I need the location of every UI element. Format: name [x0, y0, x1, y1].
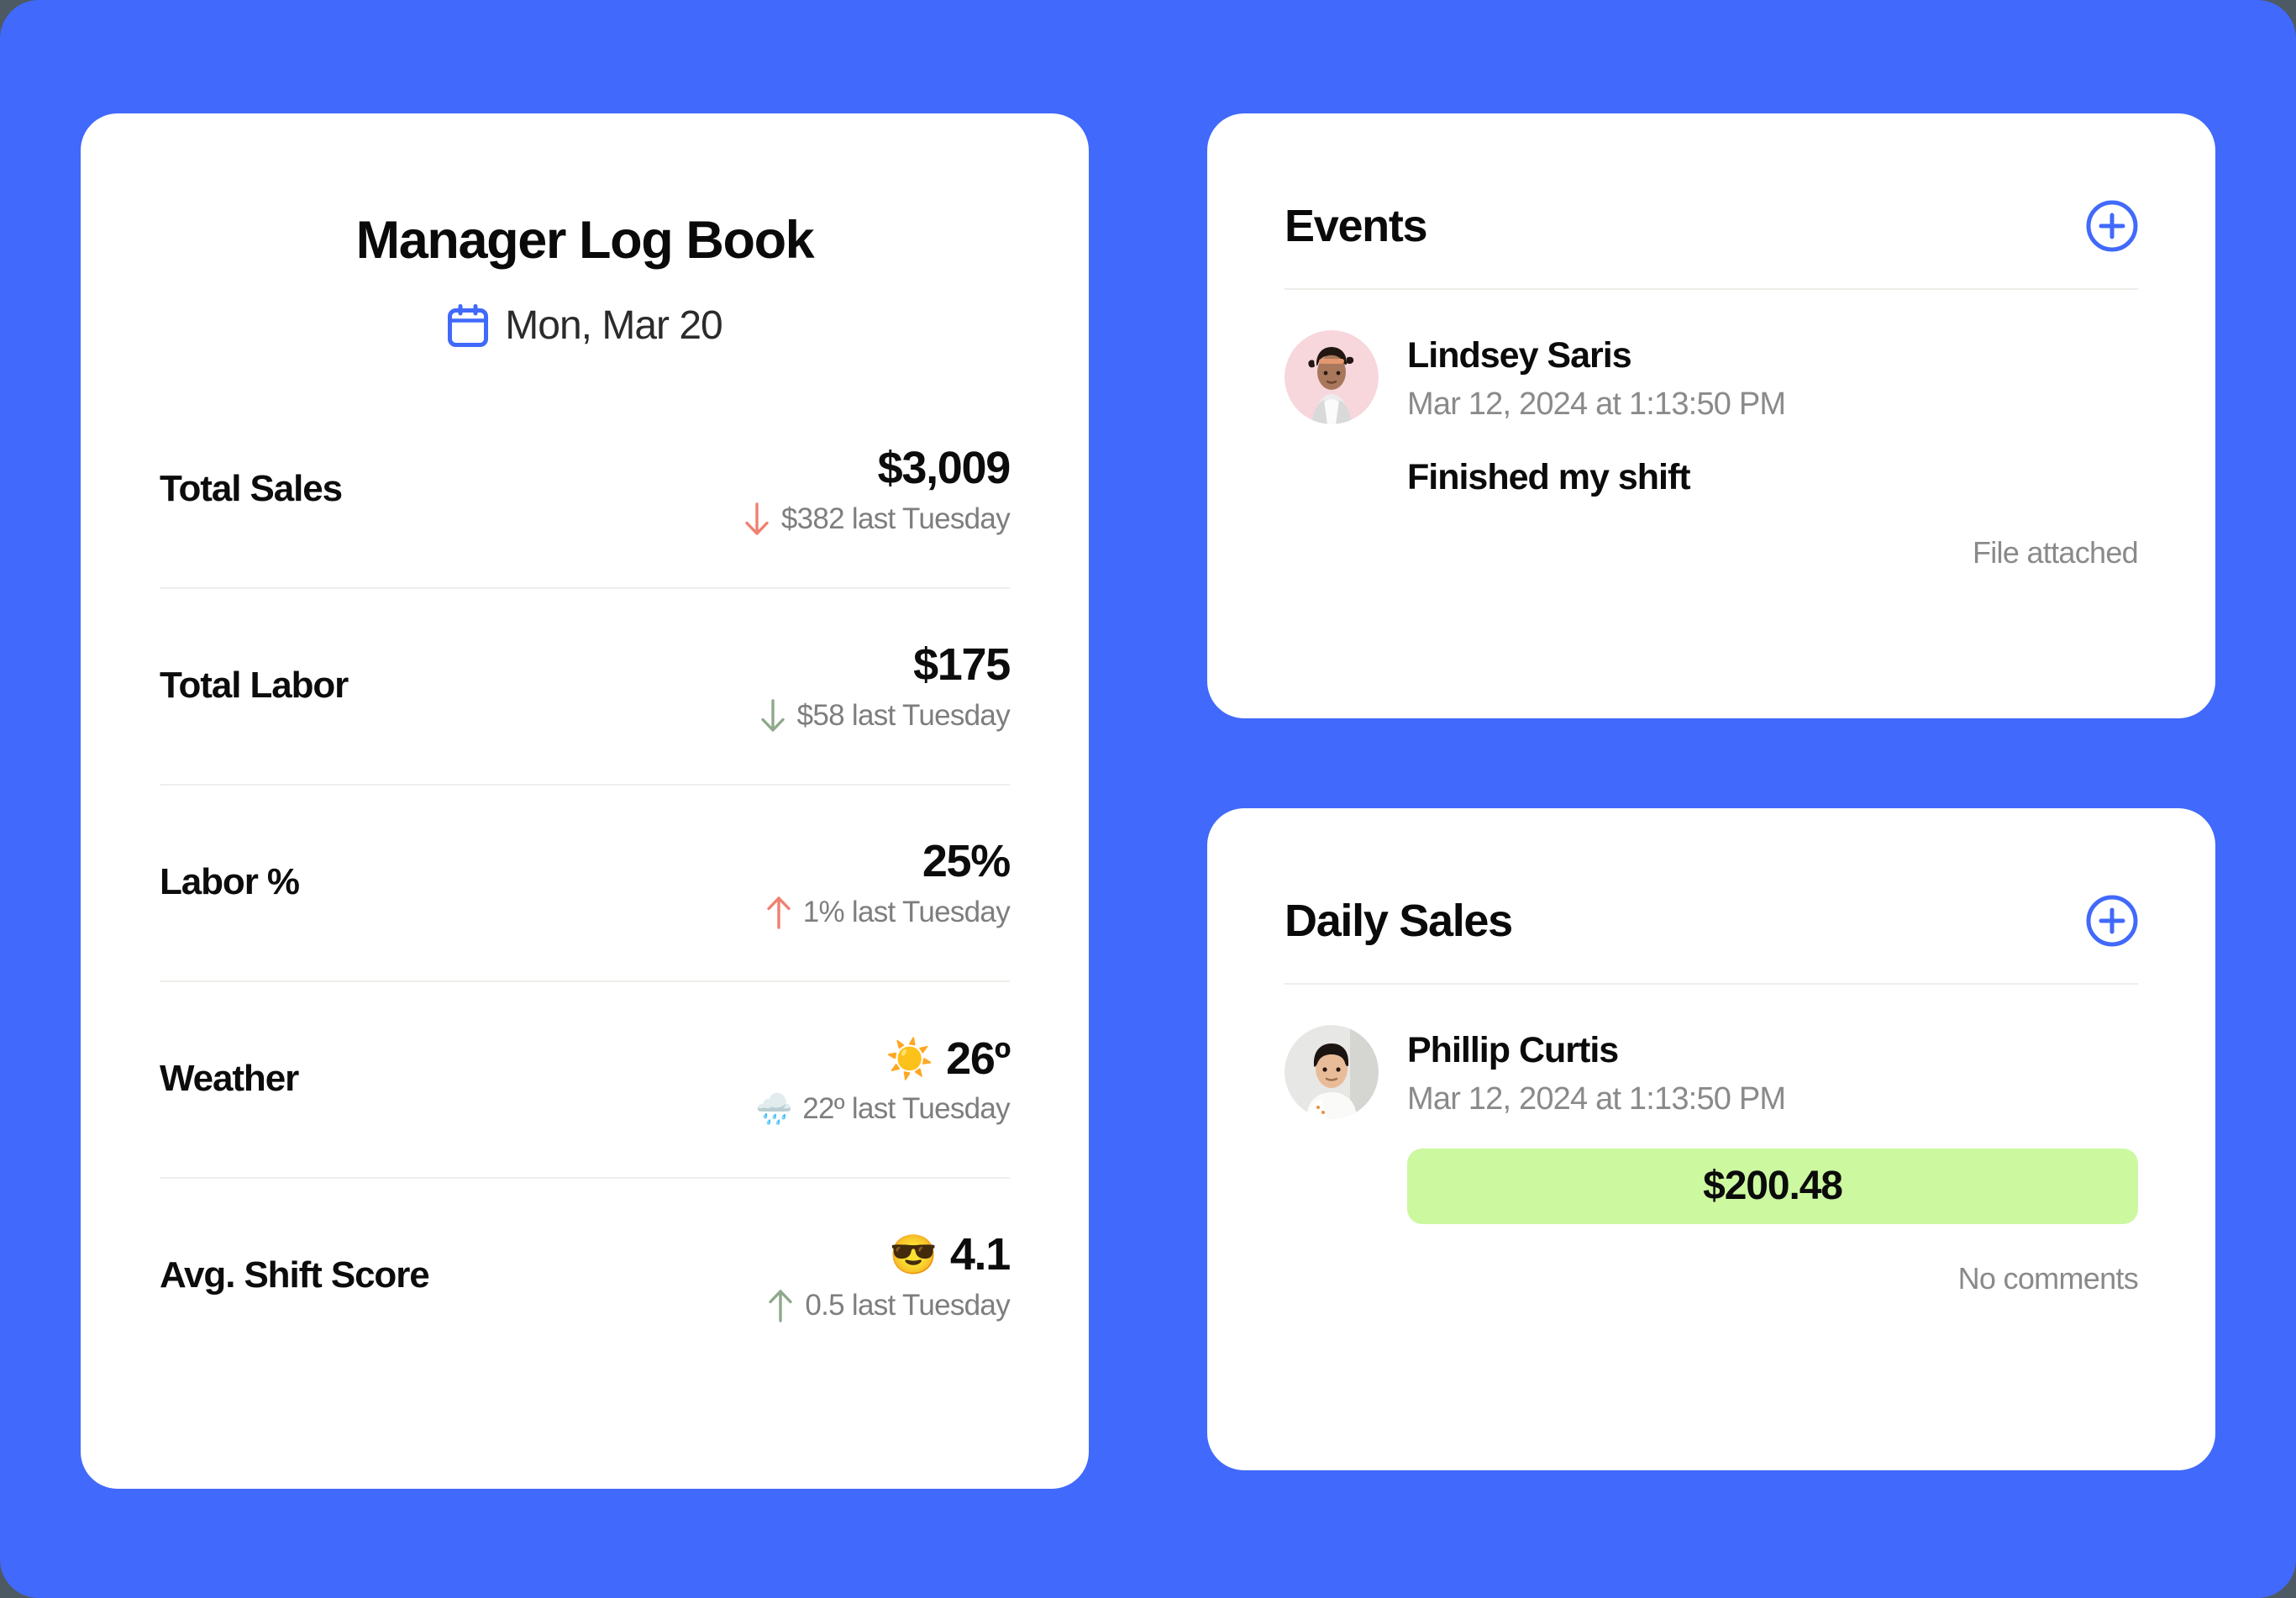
- metrics-list: Total Sales $3,009 $382 last Tuesday Tot…: [81, 391, 1089, 1374]
- event-entry[interactable]: Lindsey Saris Mar 12, 2024 at 1:13:50 PM…: [1285, 330, 2139, 570]
- metric-comparison: 22º last Tuesday: [802, 1091, 1010, 1125]
- event-attachment-status: File attached: [1972, 534, 2139, 570]
- metric-label: Total Sales: [160, 468, 343, 509]
- events-header: Events: [1285, 187, 2138, 265]
- phillip-curtis-avatar: [1285, 1025, 1379, 1119]
- metric-value-row: 25%: [922, 835, 1011, 887]
- metric-values: ☀️ 26º 🌧️ 22º last Tuesday: [755, 1033, 1011, 1126]
- metric-row[interactable]: Avg. Shift Score 😎 4.1 0.5 last Tuesday: [81, 1177, 1089, 1374]
- arrow-down-icon: [759, 698, 787, 733]
- daily-sales-entry[interactable]: Phillip Curtis Mar 12, 2024 at 1:13:50 P…: [1285, 1025, 2139, 1296]
- metric-value: $3,009: [877, 442, 1011, 493]
- sun-icon: ☀️: [885, 1036, 933, 1080]
- daily-sales-comment-status: No comments: [1957, 1260, 2139, 1296]
- metric-comparison: 1% last Tuesday: [802, 895, 1011, 928]
- metric-row[interactable]: Total Sales $3,009 $382 last Tuesday: [81, 391, 1089, 587]
- daily-sales-author: Phillip Curtis: [1407, 1030, 1619, 1070]
- manager-log-book-card: Manager Log Book Mon, Mar 20 Total Sales…: [81, 113, 1089, 1489]
- metric-value: 26º: [946, 1033, 1011, 1084]
- plus-circle-icon[interactable]: [2086, 895, 2138, 947]
- metric-comparison: $58 last Tuesday: [796, 698, 1011, 732]
- metric-value-row: ☀️ 26º: [885, 1033, 1011, 1085]
- entry-meta: Lindsey Saris Mar 12, 2024 at 1:13:50 PM: [1407, 330, 1786, 425]
- metric-comparison-row: 0.5 last Tuesday: [766, 1288, 1011, 1323]
- sunglasses-face-icon: 😎: [889, 1232, 938, 1276]
- metric-comparison-row: 1% last Tuesday: [764, 895, 1011, 930]
- logbook-date: Mon, Mar 20: [505, 303, 722, 348]
- metric-label: Labor %: [160, 861, 300, 902]
- metric-label: Weather: [160, 1058, 299, 1099]
- metric-value-row: $175: [913, 639, 1011, 691]
- events-card: Events: [1207, 113, 2215, 718]
- arrow-down-icon: [743, 502, 771, 537]
- logbook-date-row[interactable]: Mon, Mar 20: [81, 302, 1089, 349]
- metric-comparison-row: $382 last Tuesday: [743, 502, 1011, 537]
- event-author: Lindsey Saris: [1407, 335, 1632, 376]
- status-badge: $200.48: [1407, 1148, 2138, 1224]
- metric-row[interactable]: Weather ☀️ 26º 🌧️ 22º last Tuesday: [81, 980, 1089, 1177]
- metric-value-row: 😎 4.1: [889, 1228, 1011, 1280]
- daily-sales-header: Daily Sales: [1285, 882, 2138, 959]
- events-title: Events: [1285, 201, 1428, 251]
- metric-values: 😎 4.1 0.5 last Tuesday: [766, 1228, 1011, 1323]
- metric-comparison-row: $58 last Tuesday: [759, 698, 1011, 733]
- metric-label: Avg. Shift Score: [160, 1254, 430, 1296]
- metric-label: Total Labor: [160, 665, 349, 706]
- calendar-icon: [447, 303, 489, 348]
- metric-comparison: $382 last Tuesday: [780, 502, 1011, 535]
- metric-row[interactable]: Labor % 25% 1% last Tuesday: [81, 784, 1089, 980]
- arrow-up-icon: [766, 1288, 795, 1323]
- daily-sales-title: Daily Sales: [1285, 896, 1513, 946]
- divider: [1285, 288, 2138, 290]
- metric-values: 25% 1% last Tuesday: [764, 835, 1011, 930]
- metric-value: 25%: [922, 835, 1011, 886]
- daily-sales-timestamp: Mar 12, 2024 at 1:13:50 PM: [1407, 1081, 1786, 1117]
- metric-value-row: $3,009: [877, 442, 1011, 494]
- entry-header: Phillip Curtis Mar 12, 2024 at 1:13:50 P…: [1285, 1025, 2138, 1120]
- event-timestamp: Mar 12, 2024 at 1:13:50 PM: [1407, 386, 1786, 423]
- metric-values: $3,009 $382 last Tuesday: [743, 442, 1011, 537]
- entry-meta: Phillip Curtis Mar 12, 2024 at 1:13:50 P…: [1407, 1025, 1786, 1120]
- event-message: Finished my shift: [1407, 456, 1691, 497]
- metric-comparison: 0.5 last Tuesday: [805, 1288, 1010, 1322]
- metric-value: $175: [913, 639, 1011, 690]
- metric-values: $175 $58 last Tuesday: [759, 639, 1011, 733]
- daily-sales-card: Daily Sales: [1207, 808, 2215, 1470]
- metric-comparison-row: 🌧️ 22º last Tuesday: [755, 1091, 1011, 1126]
- lindsey-saris-avatar: [1285, 330, 1379, 424]
- plus-circle-icon[interactable]: [2086, 200, 2138, 252]
- arrow-up-icon: [764, 895, 793, 930]
- entry-header: Lindsey Saris Mar 12, 2024 at 1:13:50 PM: [1285, 330, 2138, 425]
- divider: [1285, 983, 2138, 985]
- metric-value: 4.1: [949, 1228, 1011, 1280]
- page-title: Manager Log Book: [355, 211, 815, 270]
- metric-row[interactable]: Total Labor $175 $58 last Tuesday: [81, 587, 1089, 784]
- rain-cloud-icon: 🌧️: [755, 1091, 793, 1126]
